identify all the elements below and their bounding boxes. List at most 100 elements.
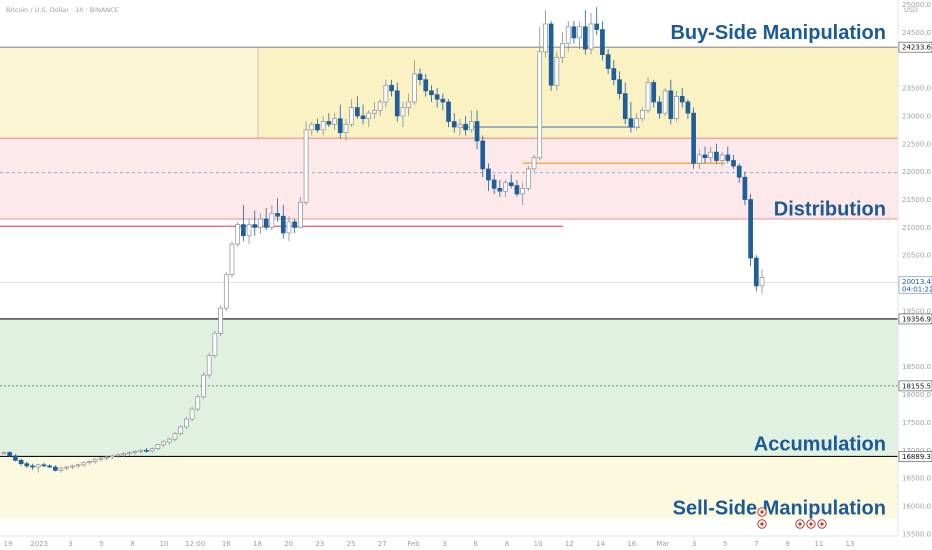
candle	[696, 149, 702, 169]
candle-body	[742, 176, 748, 200]
candle	[434, 88, 440, 108]
current-price-tag[interactable]: 20013.404:01:22	[898, 276, 932, 294]
candle-body	[628, 118, 634, 128]
candle-body	[588, 23, 594, 50]
candle	[81, 461, 87, 468]
candle-body	[292, 221, 298, 228]
candle-body	[109, 455, 115, 458]
candle-body	[337, 118, 343, 133]
candle	[423, 74, 429, 97]
time-tick-label: 8	[131, 540, 135, 548]
candle-body	[286, 221, 292, 234]
candle	[87, 460, 92, 465]
candle-body	[332, 118, 337, 125]
buy-side-box	[258, 47, 898, 139]
zone-layer	[0, 47, 898, 519]
candle	[628, 101, 634, 133]
candle-body	[252, 224, 258, 228]
candle-body	[87, 461, 92, 463]
candle-body	[543, 23, 548, 53]
candle	[223, 271, 229, 311]
time-tick-label: 3	[442, 540, 446, 548]
candle-body	[634, 118, 639, 128]
candle-body	[394, 90, 400, 117]
price-tag-1: 19356.9	[898, 313, 932, 325]
candle	[206, 352, 212, 378]
candle	[92, 458, 98, 464]
candle	[35, 463, 41, 473]
candle-body	[138, 449, 144, 452]
zone-label-0: Buy-Side Manipulation	[670, 22, 886, 44]
candle	[1, 451, 7, 455]
candle	[75, 463, 81, 469]
current-price-box	[898, 276, 932, 294]
price-axis[interactable]: 25000.0 24500.0 23500.0 23000.0 22500.0 22000…	[897, 0, 932, 550]
candle	[531, 154, 537, 172]
candle-body	[679, 96, 685, 103]
candle-body	[725, 154, 731, 161]
candle	[582, 10, 588, 55]
zone-3	[0, 456, 898, 519]
candle-body	[355, 107, 360, 117]
candle	[127, 451, 132, 456]
price-tag-text: 18155.5	[902, 382, 931, 390]
candle	[639, 107, 645, 122]
time-axis[interactable]: 19 2023 3 5 8 10 12:00 16 18 20 23 25 27 Feb 3 6 8 10 12 14…	[0, 507, 898, 548]
candle	[47, 464, 52, 469]
zone-labels-layer: Buy-Side Manipulation Distribution Accumul…	[670, 22, 886, 519]
candle	[58, 467, 64, 473]
candle	[708, 146, 714, 164]
candle	[520, 182, 525, 206]
zone-label-1: Distribution	[774, 198, 886, 220]
candle-body	[13, 455, 18, 461]
candle-body	[172, 433, 178, 440]
candle-body	[520, 188, 525, 195]
candle-body	[184, 418, 189, 428]
candle-body	[35, 464, 41, 468]
candle	[241, 205, 246, 242]
candle	[349, 99, 354, 128]
candle-body	[480, 140, 486, 170]
candle	[309, 121, 315, 136]
candle	[617, 71, 622, 100]
candle	[315, 118, 320, 133]
candle-body	[600, 29, 605, 55]
candle	[480, 135, 486, 178]
candle	[7, 451, 13, 457]
candle-body	[548, 23, 554, 86]
price-tick-label: 22000.0	[902, 168, 931, 176]
candle	[343, 118, 349, 141]
candle-body	[753, 257, 759, 287]
candle-body	[440, 98, 446, 103]
candle	[298, 196, 303, 229]
zone-1	[0, 138, 898, 220]
time-tick-label: 7	[754, 540, 758, 548]
candle	[702, 146, 708, 164]
time-tick-label: 16	[222, 540, 231, 548]
candle	[389, 79, 394, 97]
time-tick-label: 14	[596, 540, 605, 548]
candle-body	[645, 82, 651, 111]
candle-body	[486, 168, 491, 181]
candle-body	[75, 464, 81, 467]
candle-body	[121, 453, 127, 456]
candle-body	[115, 454, 121, 457]
time-tick-label: 6	[474, 540, 479, 548]
candle	[64, 465, 70, 471]
price-tick-label: 23500.0	[902, 85, 931, 93]
candle-body	[258, 218, 263, 228]
candle	[383, 79, 389, 108]
candle-body	[127, 452, 132, 454]
candle-body	[246, 224, 252, 237]
candle	[178, 425, 184, 436]
candle	[144, 448, 149, 453]
candle	[565, 21, 571, 52]
price-tag-text: 19356.9	[902, 315, 931, 323]
candle-body	[47, 465, 52, 468]
price-tick-label: 16500.0	[902, 475, 931, 483]
candle-body	[195, 396, 201, 410]
candle	[18, 458, 24, 466]
candle	[252, 210, 258, 236]
price-tick-label: 15500.0	[902, 530, 931, 538]
